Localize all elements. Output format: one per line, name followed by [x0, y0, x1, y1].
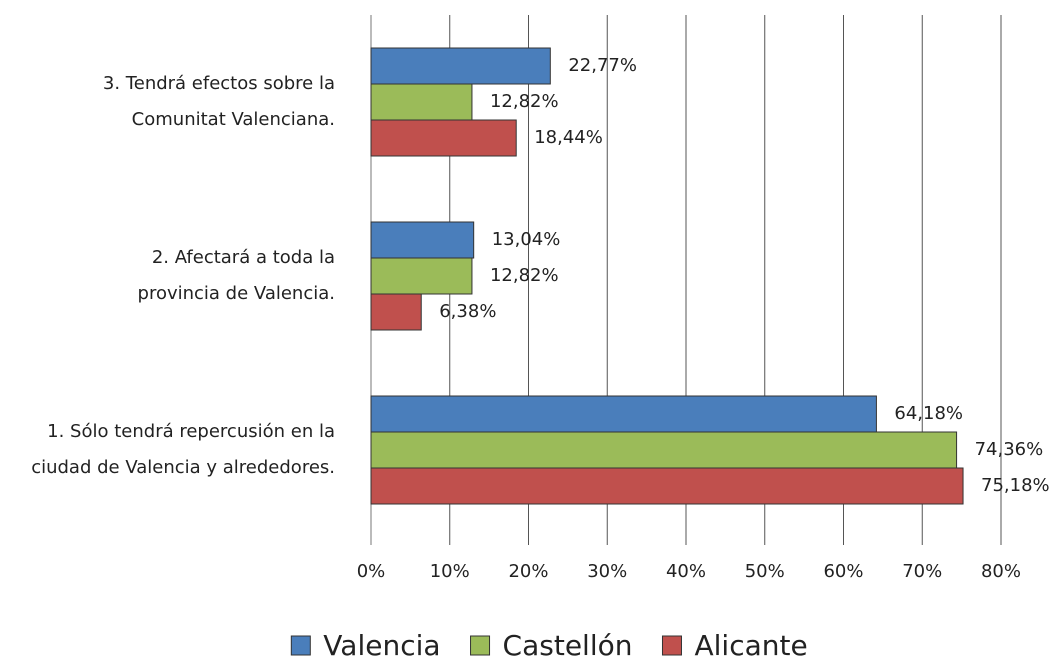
category-label: Comunitat Valenciana.	[132, 109, 335, 130]
category-label: ciudad de Valencia y alrededores.	[31, 457, 335, 478]
bar	[370, 83, 473, 121]
bar	[370, 119, 517, 157]
bar	[370, 293, 422, 331]
value-label: 75,18%	[981, 475, 1049, 496]
x-tick-label: 10%	[430, 561, 470, 582]
x-tick-label: 80%	[981, 561, 1021, 582]
category-label: 1. Sólo tendrá repercusión en la	[47, 421, 335, 442]
x-tick-label: 30%	[587, 561, 627, 582]
value-label: 18,44%	[534, 127, 603, 148]
bar	[370, 221, 475, 259]
category-label: 3. Tendrá efectos sobre la	[103, 73, 335, 94]
legend: Valencia Castellón Alicante	[290, 629, 808, 661]
legend-swatch	[661, 635, 682, 656]
legend-swatch	[290, 635, 311, 656]
bar	[370, 431, 958, 469]
category-label: 2. Afectará a toda la	[152, 247, 335, 268]
category-label: provincia de Valencia.	[138, 283, 335, 304]
x-tick-label: 20%	[508, 561, 548, 582]
value-label: 22,77%	[568, 55, 637, 76]
bar	[370, 395, 877, 433]
legend-label: Alicante	[694, 629, 807, 661]
value-label: 13,04%	[492, 229, 561, 250]
legend-label: Valencia	[323, 629, 440, 661]
x-tick-label: 60%	[823, 561, 863, 582]
value-label: 12,82%	[490, 91, 559, 112]
x-tick-label: 0%	[357, 561, 386, 582]
bar	[370, 47, 551, 85]
value-label: 64,18%	[894, 403, 963, 424]
x-tick-label: 70%	[902, 561, 942, 582]
bar	[370, 257, 473, 295]
legend-label: Castellón	[503, 629, 633, 661]
x-tick-label: 40%	[666, 561, 706, 582]
x-tick-label: 50%	[745, 561, 785, 582]
legend-swatch	[470, 635, 491, 656]
value-label: 74,36%	[975, 439, 1044, 460]
bar	[370, 467, 964, 505]
value-label: 6,38%	[439, 301, 496, 322]
value-label: 12,82%	[490, 265, 559, 286]
